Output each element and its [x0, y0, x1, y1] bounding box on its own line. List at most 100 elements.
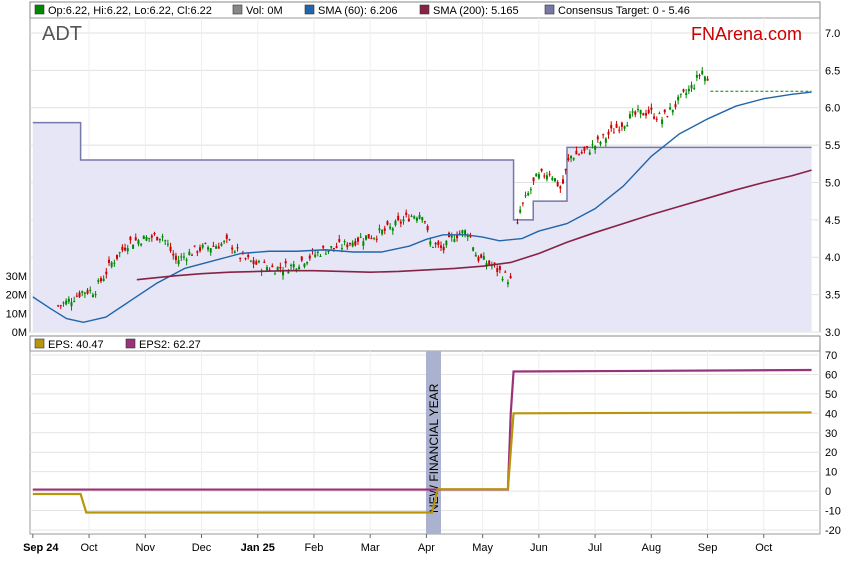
candle-body: [365, 235, 368, 240]
eps-tick-label: 30: [825, 428, 837, 440]
candle-body: [623, 126, 626, 129]
eps-tick-label: 40: [825, 408, 837, 420]
legend-eps-text: EPS: 40.47: [48, 339, 104, 351]
candle-body: [338, 239, 341, 242]
sma200-line: [136, 169, 812, 281]
candle-body: [674, 104, 677, 108]
price-axis: 7.0 6.5 6.0 5.5 5.0 4.5 4.0 3.5 3.0: [825, 28, 840, 339]
candle-body: [319, 255, 322, 257]
candle-body: [356, 237, 359, 242]
candle-body: [578, 154, 581, 156]
candle-body: [236, 247, 239, 249]
candle-body: [73, 300, 76, 302]
candle-body: [223, 241, 226, 243]
sma60-line: [32, 91, 812, 323]
candle-body: [314, 254, 317, 257]
candle-body: [110, 262, 113, 267]
candle-body: [212, 245, 215, 247]
candle-body: [421, 217, 424, 221]
volume-axis: 30M 20M 10M 0M: [6, 271, 27, 339]
legend-eps-swatch: [34, 338, 45, 349]
candle-body: [488, 260, 491, 265]
candle-body: [466, 235, 469, 237]
candle-body: [265, 267, 268, 271]
candle-body: [588, 152, 591, 155]
candle-body: [618, 129, 621, 131]
candle-body: [75, 295, 78, 297]
candle-body: [231, 247, 234, 250]
candle-body: [671, 109, 674, 113]
candle-body: [140, 244, 143, 246]
candle-body: [225, 234, 228, 239]
candle-body: [354, 241, 357, 246]
candle-body: [661, 119, 664, 124]
candle-body: [480, 254, 483, 258]
candle-body: [461, 230, 464, 234]
candle-body: [83, 292, 86, 294]
candle-body: [332, 247, 335, 249]
candle-body: [682, 89, 685, 92]
candle-body: [370, 238, 373, 240]
legend-ohlc-swatch: [34, 4, 45, 15]
candle-body: [340, 248, 343, 250]
candle-body: [255, 261, 258, 265]
candle-body: [551, 177, 554, 180]
candle-body: [276, 266, 279, 271]
candle-body: [399, 221, 402, 224]
candle-body: [642, 113, 645, 116]
x-tick-label: May: [472, 542, 493, 554]
legend-ohlc-text: Op:6.22, Hi:6.22, Lo:6.22, Cl:6.22: [48, 5, 212, 17]
candle-body: [99, 278, 102, 282]
candle-body: [469, 236, 472, 238]
candle-body: [626, 125, 629, 127]
candle-body: [559, 186, 562, 189]
candle-body: [257, 260, 260, 263]
candle-body: [172, 253, 175, 256]
legend-consensus-text: Consensus Target: 0 - 5.46: [558, 5, 690, 17]
candle-body: [164, 240, 167, 242]
candle-body: [362, 241, 365, 246]
x-tick-label: Jul: [588, 542, 602, 554]
candle-body: [59, 305, 62, 307]
x-tick-label: Dec: [192, 542, 212, 554]
brand-logo: FNArena.com: [691, 24, 802, 44]
candle-body: [386, 221, 389, 225]
candle-body: [220, 243, 223, 246]
candle-body: [655, 118, 658, 120]
candle-body: [482, 255, 485, 260]
x-tick-label: Oct: [755, 542, 772, 554]
candle-body: [209, 248, 212, 253]
candle-body: [474, 254, 477, 257]
candle-body: [521, 202, 524, 204]
candle-body: [631, 111, 634, 113]
candle-body: [615, 123, 618, 128]
candle-body: [105, 271, 108, 275]
candle-body: [295, 268, 298, 271]
candle-body: [628, 114, 631, 119]
volume-tick-label: 20M: [6, 290, 27, 302]
candle-body: [129, 236, 132, 241]
candle-body: [519, 209, 522, 213]
candle-body: [126, 248, 129, 252]
price-tick-label: 3.0: [825, 327, 840, 339]
legend-sma60-swatch: [304, 4, 315, 15]
volume-tick-label: 30M: [6, 271, 27, 283]
volume-tick-label: 10M: [6, 308, 27, 320]
price-tick-label: 6.5: [825, 65, 840, 77]
candle-body: [658, 113, 661, 115]
candle-body: [389, 226, 392, 229]
candle-body: [86, 290, 89, 294]
candle-body: [116, 254, 119, 259]
candle-body: [650, 107, 653, 110]
candle-body: [185, 259, 188, 261]
candle-body: [634, 111, 637, 115]
consensus-line: [32, 121, 812, 221]
eps-tick-label: 60: [825, 369, 837, 381]
candle-body: [647, 109, 650, 114]
candle-body: [177, 260, 180, 265]
candle-body: [298, 266, 301, 269]
candle-body: [620, 122, 623, 127]
candle-body: [156, 236, 159, 241]
candle-body: [65, 300, 68, 305]
candle-body: [602, 134, 605, 136]
